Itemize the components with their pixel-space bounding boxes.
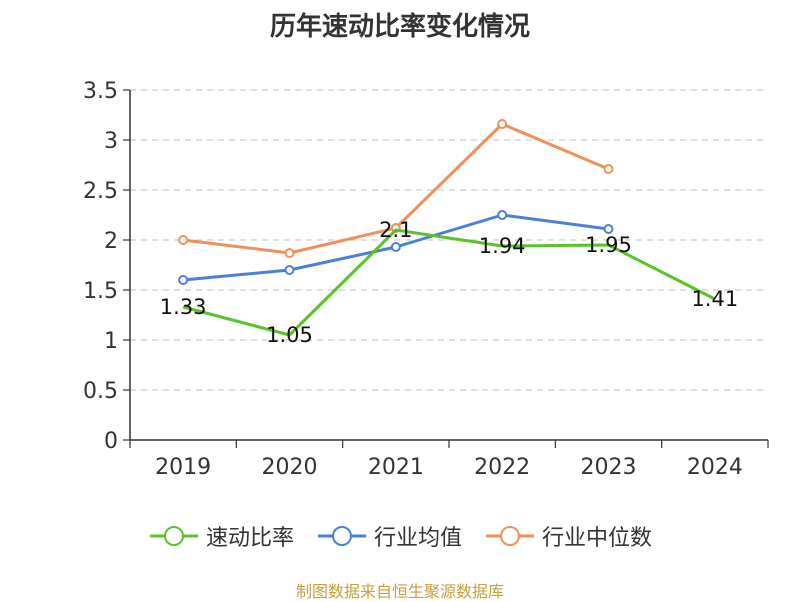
series-point [178,235,189,245]
y-tick-label: 3 [104,129,118,154]
data-label: 1.05 [266,323,313,347]
legend-label: 行业均值 [373,526,462,551]
data-label: 1.41 [691,287,738,311]
source-note: 制图数据来自恒生聚源数据库 [295,582,504,601]
legend-label: 行业中位数 [542,526,653,551]
series-point [284,248,295,258]
legend-label: 速动比率 [205,526,294,551]
series-point [284,265,295,275]
x-tick-label: 2021 [368,455,424,480]
x-tick-label: 2023 [581,455,637,480]
legend-swatch [486,526,534,546]
data-label: 1.33 [160,295,207,319]
axes: 0 0.5 1 1.5 2 2.5 3 3.5 2019 2020 2021 2022 2023 2024 [83,79,769,480]
legend-item[interactable]: 速动比率 [148,520,294,552]
series-point [390,242,401,252]
series-lines [178,119,716,337]
grid-lines [130,89,768,391]
legend-swatch [317,526,366,546]
chart-title: 历年速动比率变化情况 [269,12,530,42]
x-tick-label: 2020 [262,455,318,480]
legend-item[interactable]: 行业均值 [316,520,462,552]
y-tick-label: 0 [104,429,118,454]
y-tick-label: 1.5 [83,279,118,304]
y-tick-label: 3.5 [83,79,118,104]
series-point [497,119,508,129]
y-tick-label: 2.5 [83,179,118,204]
x-tick-label: 2024 [687,455,743,480]
y-tick-label: 0.5 [83,379,118,404]
series-point [497,210,508,220]
x-tick-label: 2022 [474,455,530,480]
series-line [182,228,716,337]
legend-item[interactable]: 行业中位数 [484,520,652,552]
legend-swatch [149,526,198,546]
data-label: 2.1 [379,218,412,242]
data-label: 1.95 [585,233,632,257]
data-labels: 1.33 1.05 2.1 1.94 1.95 1.41 [160,218,738,347]
legend: 速动比率 行业均值 行业中位数 [0,520,800,552]
x-tick-label: 2019 [155,455,211,480]
data-label: 1.94 [479,234,526,258]
series-point [178,275,189,285]
series-point [603,164,614,174]
series-point [603,224,614,234]
y-tick-label: 1 [104,329,118,354]
y-tick-label: 2 [104,229,118,254]
